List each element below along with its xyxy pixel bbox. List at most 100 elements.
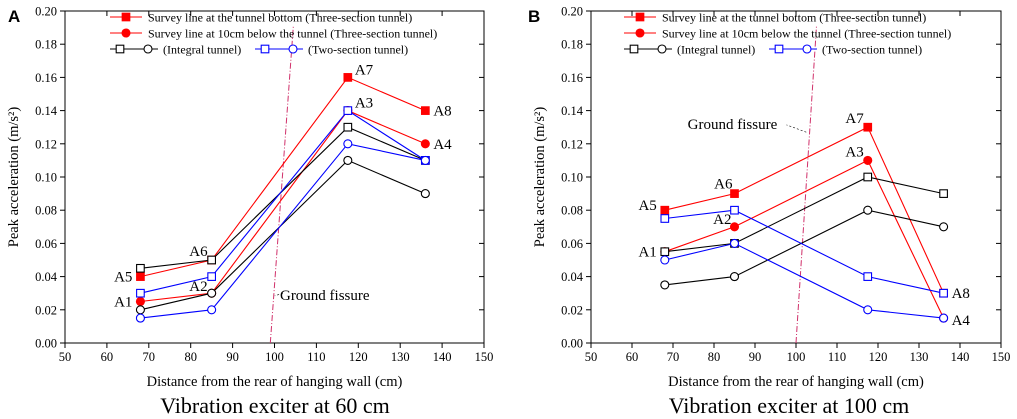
x-tick-label: 130 (910, 350, 929, 364)
data-point (729, 238, 740, 248)
y-tick-label: 0.16 (561, 71, 583, 85)
x-axis-title: Distance from the rear of hanging wall (… (668, 374, 924, 390)
y-tick-label: 0.12 (561, 137, 583, 151)
data-point (660, 214, 670, 223)
data-point (420, 155, 430, 165)
y-axis-title: Peak acceleration (m/s²) (6, 107, 22, 248)
y-tick-label: 0.06 (561, 237, 583, 251)
legend-marker (802, 44, 812, 54)
legend-label: (Integral tunnel) (163, 43, 241, 57)
legend-label: Survey line at the tunnel bottom (Three-… (662, 11, 926, 25)
data-point (420, 189, 430, 199)
legend-marker (143, 44, 153, 54)
point-label: A8 (433, 104, 451, 120)
ground-fissure-leader (274, 292, 283, 297)
y-tick-label: 0.10 (35, 171, 57, 185)
x-tick-label: 130 (391, 350, 410, 364)
data-point (939, 288, 948, 298)
x-tick-label: 60 (626, 350, 639, 364)
figure-caption: Vibration exciter at 60 cm (160, 393, 390, 418)
y-tick-label: 0.10 (561, 171, 583, 185)
legend-marker (121, 12, 131, 22)
y-axis-title: Peak acceleration (m/s²) (532, 107, 548, 248)
legend-marker (115, 44, 125, 54)
data-point (660, 280, 670, 290)
data-point (135, 313, 145, 323)
y-tick-label: 0.04 (561, 270, 584, 284)
data-point (343, 122, 353, 132)
data-point (863, 272, 873, 281)
data-point (207, 272, 217, 281)
data-point (660, 247, 670, 257)
legend-marker (260, 44, 270, 54)
data-point (660, 255, 670, 265)
legend-label: Survey line at 10cm below the tunnel (Th… (662, 27, 951, 41)
data-point (729, 272, 740, 282)
data-point (863, 155, 873, 165)
series-line (140, 109, 426, 303)
data-point (660, 205, 670, 215)
data-point (863, 172, 873, 182)
y-tick-label: 0.02 (561, 303, 583, 317)
point-label: A4 (952, 313, 971, 329)
chart-panel-a: A 50 60 70 80 90 100 110 120 130 140 150 0.00 0.02 0.0… (6, 5, 493, 419)
legend-label: (Integral tunnel) (677, 43, 755, 57)
data-point (135, 296, 145, 307)
x-tick-label: 120 (349, 350, 368, 364)
chart-panel-b: B 50 60 70 80 90 100 110 120 130 140 150 0.00 0.02 0.0… (528, 5, 1010, 419)
point-label: A3 (845, 144, 863, 160)
data-point (207, 255, 217, 265)
point-label: A1 (638, 245, 656, 261)
point-label: A4 (433, 137, 452, 153)
x-tick-label: 140 (951, 350, 970, 364)
ground-fissure-leader (786, 124, 807, 133)
series-line (664, 176, 944, 253)
x-tick-label: 90 (226, 350, 239, 364)
legend-label: Survey line at 10cm below the tunnel (Th… (148, 27, 437, 41)
series-line (664, 242, 944, 319)
ground-fissure-label: Ground fissure (688, 117, 778, 133)
data-point (136, 288, 145, 298)
legend-marker (635, 28, 645, 38)
data-point (863, 305, 873, 315)
y-tick-label: 0.20 (561, 5, 583, 19)
data-point (939, 189, 948, 198)
y-tick-label: 0.12 (35, 137, 57, 151)
data-point (343, 106, 353, 115)
point-label: A7 (845, 111, 864, 127)
x-tick-label: 100 (787, 350, 806, 364)
data-point (939, 313, 949, 323)
plot-frame (64, 10, 485, 344)
data-point (729, 222, 740, 232)
point-label: A6 (189, 244, 208, 260)
y-tick-label: 0.08 (35, 204, 57, 218)
legend-marker (657, 44, 667, 54)
point-label: A2 (189, 279, 207, 295)
y-tick-label: 0.02 (35, 303, 57, 317)
data-point (207, 288, 217, 298)
x-tick-label: 50 (59, 350, 72, 364)
x-tick-label: 70 (143, 350, 156, 364)
y-tick-label: 0.00 (561, 337, 583, 351)
data-point (939, 222, 949, 232)
ground-fissure-label: Ground fissure (280, 288, 370, 304)
figure-caption: Vibration exciter at 100 cm (669, 393, 910, 418)
point-label: A2 (713, 212, 731, 228)
point-label: A7 (355, 62, 374, 78)
legend-label: Survey line at the tunnel bottom (Three-… (148, 11, 412, 25)
point-label: A8 (952, 286, 970, 302)
point-label: A3 (355, 96, 373, 112)
data-point (343, 155, 353, 165)
legend-marker (288, 44, 298, 54)
series-line (664, 159, 945, 319)
point-label: A6 (714, 177, 733, 193)
legend: Survey line at the tunnel bottom (Three-… (624, 11, 951, 57)
series-line (664, 209, 944, 294)
data-point (136, 272, 145, 281)
legend-marker (121, 28, 131, 38)
legend-label: (Two-section tunnel) (308, 43, 408, 57)
data-point (420, 139, 430, 149)
x-tick-label: 110 (828, 350, 846, 364)
series-line (664, 126, 945, 294)
y-tick-label: 0.20 (35, 5, 57, 19)
